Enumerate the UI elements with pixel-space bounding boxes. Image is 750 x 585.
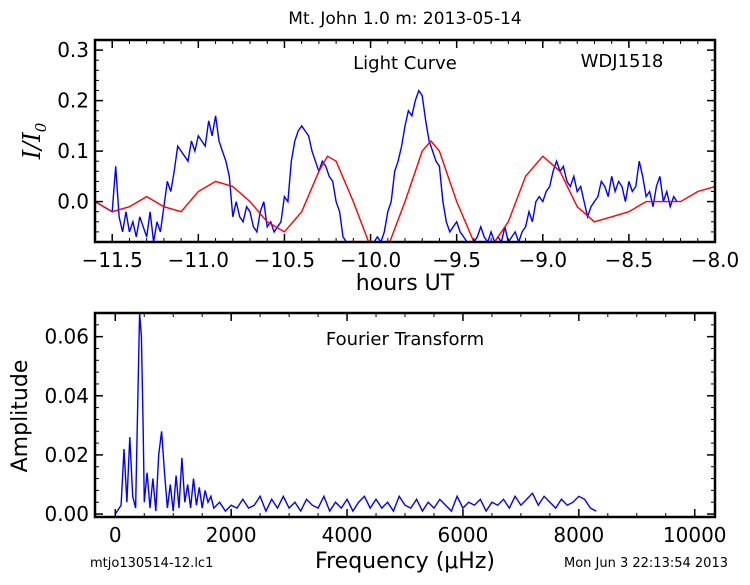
fourier-axes: 0 2000 4000 6000 8000 10000 0.00 0.02 0.04 0.06	[44, 313, 727, 547]
light-curve-annotation: Light Curve	[353, 53, 457, 74]
fourier-series-data-line	[114, 313, 597, 515]
light-curve-xtick-label: −9.5	[432, 248, 481, 272]
fourier-annotation: Fourier Transform	[326, 329, 484, 350]
fourier-ytick-label: 0.02	[44, 443, 89, 467]
light-curve-ytick-label: 0.3	[57, 38, 89, 62]
fourier-ytick-label: 0.06	[44, 325, 89, 349]
light-curve-xtick-label: −10.0	[340, 248, 401, 272]
light-curve-ytick-label: 0.0	[57, 190, 89, 214]
object-label: WDJ1518	[581, 51, 664, 72]
light-curve-xtick-label: −11.5	[82, 248, 143, 272]
fourier-xlabel: Frequency (μHz)	[315, 549, 495, 574]
light-curve-xlabel: hours UT	[356, 271, 455, 296]
fourier-xtick-label: 4000	[322, 523, 373, 547]
light-curve-ytick-label: 0.1	[57, 139, 89, 163]
light-curve-ytick-label: 0.2	[57, 89, 89, 113]
light-curve-xtick-label: −9.0	[518, 248, 567, 272]
fourier-xtick-label: 0	[109, 523, 122, 547]
fourier-ytick-label: 0.00	[44, 502, 89, 526]
figure-title: Mt. John 1.0 m: 2013-05-14	[288, 9, 521, 29]
fourier-plot-area	[114, 313, 597, 515]
light-curve-xtick-label: −8.5	[605, 248, 654, 272]
fourier-xtick-label: 6000	[437, 523, 488, 547]
light-curve-series-model-line	[95, 139, 715, 242]
fourier-xtick-label: 2000	[206, 523, 257, 547]
fourier-ytick-label: 0.04	[44, 384, 89, 408]
light-curve-panel: −11.5 −11.0 −10.5 −10.0 −9.5 −9.0 −8.5 −8.0 0.0 0…	[18, 38, 739, 296]
light-curve-xtick-label: −11.0	[168, 248, 229, 272]
light-curve-plot-area	[95, 88, 715, 242]
light-curve-series-data-line	[95, 88, 678, 242]
light-curve-xtick-label: −8.0	[691, 248, 740, 272]
footer-filename: mtjo130514-12.lc1	[90, 556, 213, 571]
light-curve-frame	[93, 38, 717, 244]
light-curve-xtick-label: −10.5	[254, 248, 315, 272]
fourier-frame	[93, 311, 717, 519]
fourier-panel: 0 2000 4000 6000 8000 10000 0.00 0.02 0.04 0.06 F…	[8, 311, 727, 574]
fourier-ylabel: Amplitude	[8, 360, 33, 473]
fourier-xtick-label: 8000	[553, 523, 604, 547]
fourier-xtick-label: 10000	[663, 523, 727, 547]
footer-timestamp: Mon Jun 3 22:13:54 2013	[564, 556, 728, 571]
